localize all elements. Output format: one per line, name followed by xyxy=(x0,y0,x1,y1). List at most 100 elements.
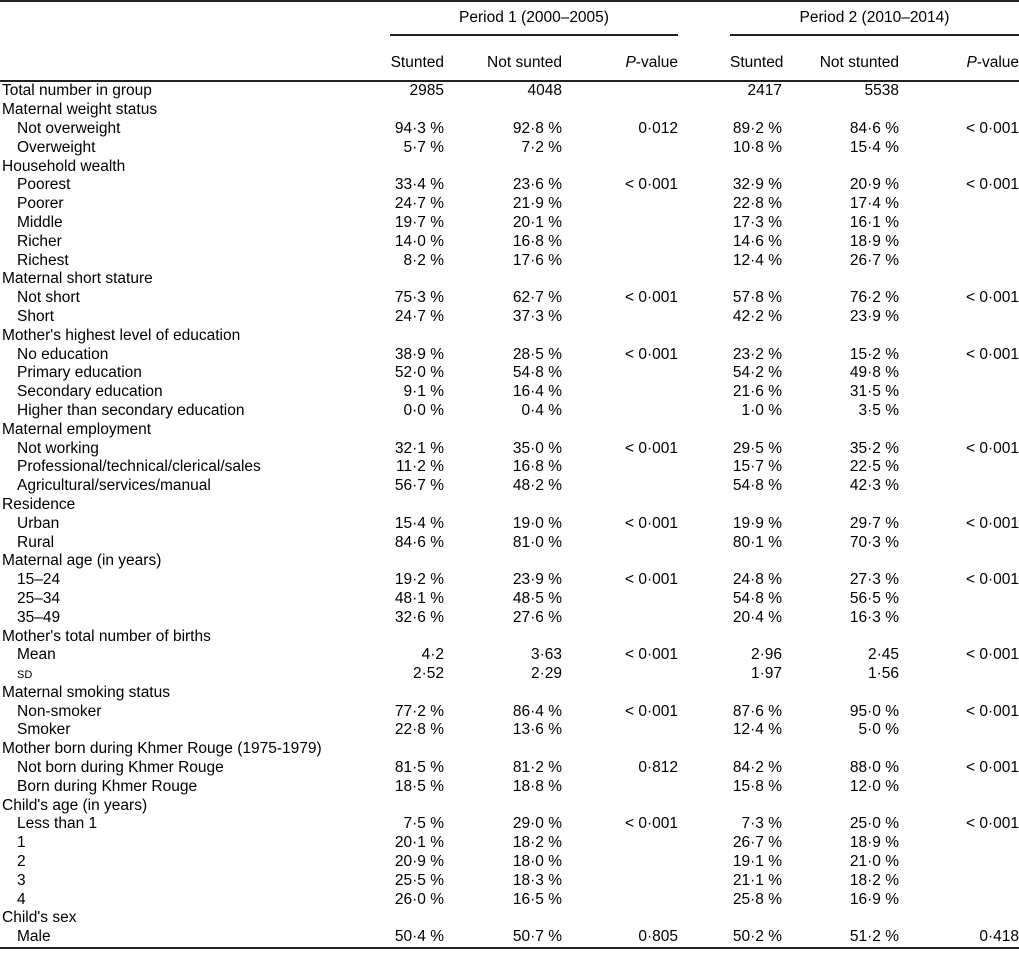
value-cell xyxy=(730,627,782,646)
value-cell xyxy=(899,871,1019,890)
table-row: Richer 14·0 % 16·8 % 14·6 % 18·9 % xyxy=(0,232,1019,251)
value-cell xyxy=(899,214,1019,233)
table-row: Residence xyxy=(0,496,1019,515)
value-cell xyxy=(444,101,562,120)
group-gap xyxy=(678,627,730,646)
value-cell: 5538 xyxy=(864,82,899,100)
row-label: Overweight xyxy=(17,138,96,156)
value-cell: 23·9 % xyxy=(849,307,899,325)
value-cell xyxy=(899,251,1019,270)
value-cell xyxy=(899,402,1019,421)
value-cell: 35·2 % xyxy=(849,439,899,457)
table-row: Agricultural/services/manual 56·7 % 48·2 %… xyxy=(0,477,1019,496)
value-cell: 49·8 % xyxy=(849,364,899,382)
group-gap xyxy=(678,195,730,214)
value-cell xyxy=(562,458,678,477)
group-gap xyxy=(678,477,730,496)
value-cell: 31·5 % xyxy=(849,383,899,401)
value-cell: < 0·001 xyxy=(965,345,1019,363)
value-cell: 50·4 % xyxy=(394,928,444,946)
label-column-header xyxy=(0,35,390,82)
row-label: Born during Khmer Rouge xyxy=(17,777,198,795)
group-gap xyxy=(678,289,730,308)
value-cell xyxy=(899,458,1019,477)
table-row: Born during Khmer Rouge 18·5 % 18·8 % 15·8 … xyxy=(0,777,1019,796)
value-cell xyxy=(562,157,678,176)
value-cell: 20·1 % xyxy=(394,834,444,852)
group-gap xyxy=(678,157,730,176)
label-column-spacer xyxy=(0,1,390,35)
value-cell: 52·0 % xyxy=(394,364,444,382)
value-cell: 20·9 % xyxy=(849,176,899,194)
value-cell: 22·8 % xyxy=(394,721,444,739)
value-cell xyxy=(444,496,562,515)
value-cell: 16·5 % xyxy=(512,890,562,908)
value-cell: 4048 xyxy=(527,82,562,100)
table-row: 35–49 32·6 % 27·6 % 20·4 % 16·3 % xyxy=(0,608,1019,627)
value-cell xyxy=(562,665,678,684)
group-gap xyxy=(678,176,730,195)
value-cell: < 0·001 xyxy=(624,176,678,194)
table-row: Higher than secondary education 0·0 % 0·4 … xyxy=(0,402,1019,421)
value-cell: 11·2 % xyxy=(396,458,444,476)
value-cell xyxy=(899,101,1019,120)
row-label: 25–34 xyxy=(17,589,61,607)
value-cell xyxy=(562,834,678,853)
value-cell xyxy=(562,533,678,552)
row-label: Not working xyxy=(17,439,99,457)
group-gap xyxy=(678,496,730,515)
value-cell xyxy=(444,270,562,289)
group-gap xyxy=(678,214,730,233)
value-cell: 21·6 % xyxy=(732,383,782,401)
value-cell: 26·7 % xyxy=(732,834,782,852)
group-gap xyxy=(678,796,730,815)
value-cell: 86·4 % xyxy=(512,702,562,720)
value-cell xyxy=(562,608,678,627)
value-cell xyxy=(899,721,1019,740)
table-row: Maternal short stature xyxy=(0,270,1019,289)
table-row: Poorer 24·7 % 21·9 % 22·8 % 17·4 % xyxy=(0,195,1019,214)
row-label: Primary education xyxy=(17,364,142,382)
table-row: Mother born during Khmer Rouge (1975-197… xyxy=(0,740,1019,759)
value-cell: 16·1 % xyxy=(849,213,899,231)
value-cell: 21·1 % xyxy=(732,871,782,889)
value-cell: 81·2 % xyxy=(512,759,562,777)
value-cell xyxy=(899,590,1019,609)
value-cell: 29·5 % xyxy=(732,439,782,457)
table-row: Short 24·7 % 37·3 % 42·2 % 23·9 % xyxy=(0,308,1019,327)
table-row: SD 2·52 2·29 1·97 1·56 xyxy=(0,665,1019,684)
section-label: Mother's highest level of education xyxy=(2,326,241,344)
group-gap xyxy=(678,345,730,364)
value-cell: 18·3 % xyxy=(512,871,562,889)
table-row: Maternal weight status xyxy=(0,101,1019,120)
row-label: Poorest xyxy=(17,176,71,194)
group-gap xyxy=(678,721,730,740)
value-cell xyxy=(444,684,562,703)
value-cell: 26·7 % xyxy=(849,251,899,269)
value-cell xyxy=(782,684,899,703)
value-cell xyxy=(782,270,899,289)
table-row: 15–24 19·2 % 23·9 % < 0·001 24·8 % 27·3 % < 0·… xyxy=(0,571,1019,590)
value-cell: 29·0 % xyxy=(512,815,562,833)
value-cell xyxy=(444,909,562,928)
value-cell: < 0·001 xyxy=(965,119,1019,137)
value-cell xyxy=(562,383,678,402)
group-gap xyxy=(678,270,730,289)
group-gap xyxy=(678,439,730,458)
value-cell: 54·8 % xyxy=(732,477,782,495)
table-row: Mean 4·2 3·63 < 0·001 2·96 2·45 < 0·001 xyxy=(0,646,1019,665)
value-cell: 25·5 % xyxy=(394,871,444,889)
row-label: Secondary education xyxy=(17,383,163,401)
value-cell: < 0·001 xyxy=(965,176,1019,194)
group-gap xyxy=(678,120,730,139)
value-cell: 29·7 % xyxy=(849,514,899,532)
value-cell: 2417 xyxy=(747,82,782,100)
value-cell: 17·6 % xyxy=(512,251,562,269)
value-cell xyxy=(899,608,1019,627)
col-header-p1-stunted: Stunted xyxy=(390,35,444,82)
value-cell: 0·418 xyxy=(979,928,1019,946)
row-label: Professional/technical/clerical/sales xyxy=(17,458,261,476)
group-gap xyxy=(678,232,730,251)
table-row: Male 50·4 % 50·7 % 0·805 50·2 % 51·2 % 0·418 xyxy=(0,928,1019,948)
